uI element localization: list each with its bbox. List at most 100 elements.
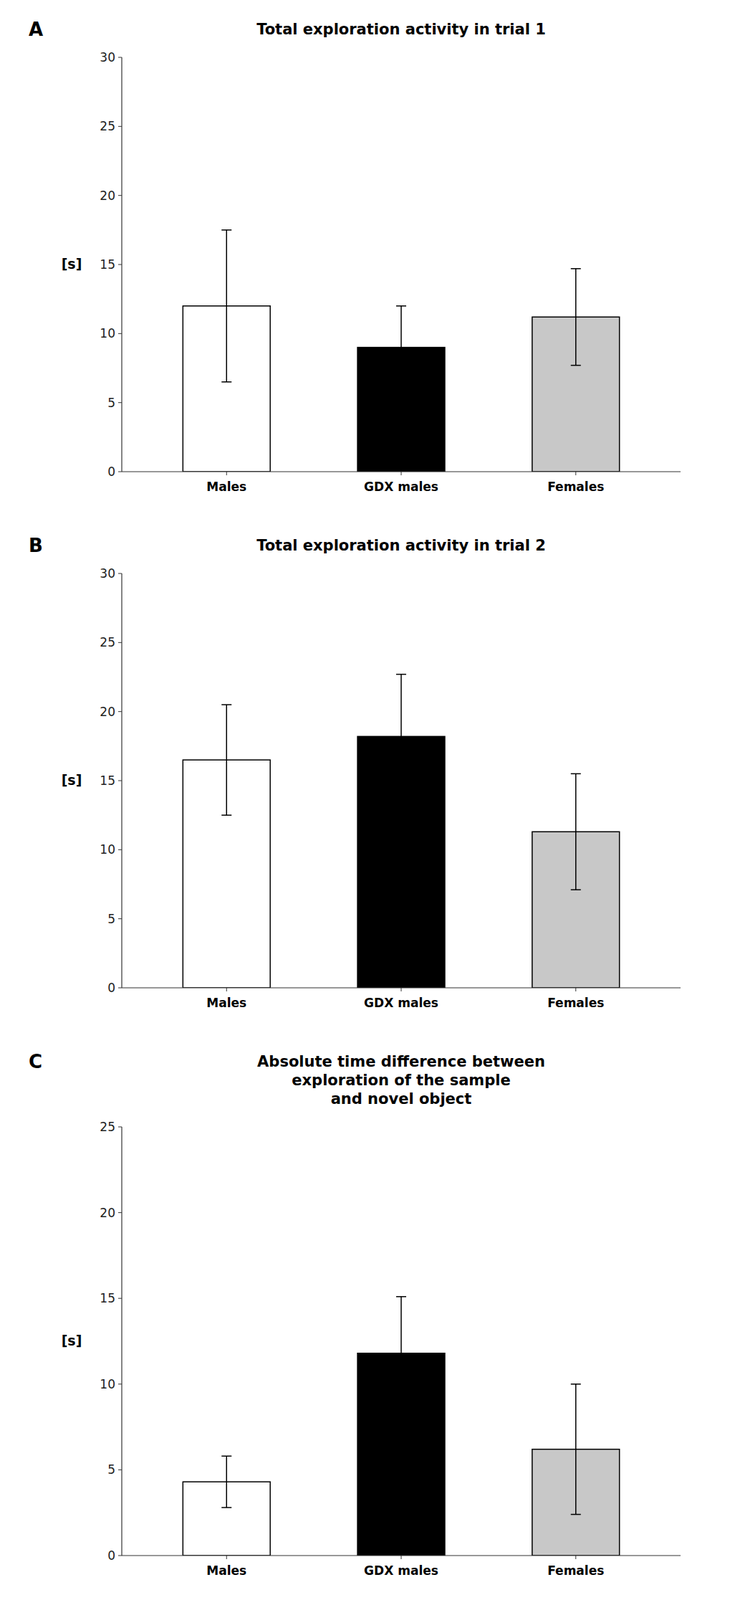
y-axis-label: [s]	[61, 1331, 83, 1348]
y-tick-label: 25	[99, 634, 116, 650]
title-line: and novel object	[330, 1089, 473, 1107]
x-tick-label: Females	[547, 995, 604, 1010]
y-tick-label: 25	[99, 1118, 116, 1134]
marks	[182, 1295, 619, 1555]
y-axis-line	[121, 1126, 122, 1555]
title: Total exploration activity in trial 1	[256, 20, 546, 38]
panel: C Absolute time difference betweenexplora…	[28, 1050, 681, 1577]
title-line: Total exploration activity in trial 2	[256, 536, 546, 554]
y-tick	[118, 1297, 122, 1299]
y-tick	[118, 471, 122, 473]
panel: ATotal exploration activity in trial 105…	[28, 18, 681, 494]
x-tick-label: Males	[206, 995, 247, 1010]
x-tick	[575, 987, 576, 991]
x-tick	[401, 471, 402, 475]
y-tick	[118, 780, 122, 781]
y-tick	[118, 1211, 122, 1213]
y-tick-label: 30	[99, 565, 116, 581]
x-tick-label: Females	[547, 1562, 604, 1577]
error-cap	[396, 797, 407, 799]
y-tick	[118, 126, 122, 127]
y-tick	[118, 573, 122, 574]
panel: B Total exploration activity in trial 2 0 5…	[28, 534, 681, 1010]
y-tick-label: 15	[99, 257, 116, 272]
x-tick-label: GDX males	[363, 1562, 439, 1577]
y-tick-label: 20	[99, 704, 116, 719]
x-tick	[226, 987, 228, 991]
y-tick	[118, 917, 122, 919]
x-tick	[575, 1554, 576, 1559]
error-cap	[221, 703, 232, 705]
y-tick	[118, 333, 122, 334]
y-tick	[118, 1468, 122, 1470]
y-tick-label: 10	[99, 325, 116, 341]
error-bar	[570, 268, 581, 366]
panel-label: C	[28, 1050, 43, 1072]
error-line	[400, 305, 402, 389]
y-tick	[118, 1554, 122, 1556]
x-tick-label: GDX males	[363, 479, 439, 494]
y-tick-label: 0	[107, 980, 116, 995]
y-tick	[118, 1126, 122, 1127]
error-line	[575, 1383, 577, 1514]
y-tick-label: 10	[99, 841, 116, 857]
y-tick-label: 5	[107, 911, 116, 926]
y-tick-label: 10	[99, 1376, 116, 1391]
x-tick-label: Males	[206, 479, 247, 494]
y-tick-label: 15	[99, 1290, 116, 1305]
error-bar	[396, 674, 407, 799]
y-tick-label: 0	[107, 1547, 116, 1562]
y-tick	[118, 987, 122, 988]
y-tick-label: 15	[99, 772, 116, 788]
marks	[182, 674, 619, 988]
error-bar	[221, 1454, 232, 1507]
error-cap	[221, 229, 232, 231]
panel-label: B	[28, 534, 43, 556]
error-line	[226, 1454, 228, 1507]
y-axis-label: [s]	[61, 255, 83, 272]
y-tick-label: 20	[99, 1204, 116, 1220]
error-bar	[570, 1383, 581, 1514]
error-line	[575, 268, 577, 366]
marks	[182, 229, 619, 472]
y-tick	[118, 710, 122, 712]
x-tick	[575, 471, 576, 475]
error-cap	[396, 1295, 407, 1297]
y-tick	[118, 401, 122, 403]
title-line: Total exploration activity in trial 1	[256, 20, 546, 38]
error-cap	[570, 888, 581, 890]
x-tick	[401, 1554, 402, 1559]
title-line: Absolute time difference between	[257, 1052, 546, 1070]
y-tick-label: 25	[99, 118, 116, 134]
error-line	[575, 772, 577, 890]
y-axis-label: [s]	[61, 771, 83, 788]
error-cap	[570, 364, 581, 367]
error-cap	[570, 772, 581, 775]
y-tick-label: 20	[99, 188, 116, 203]
x-tick	[401, 987, 402, 991]
error-cap	[570, 1382, 581, 1385]
error-line	[400, 1295, 402, 1410]
error-cap	[570, 1513, 581, 1515]
y-tick-label: 30	[99, 50, 116, 65]
error-cap	[221, 381, 232, 383]
error-cap	[221, 1454, 232, 1457]
error-cap	[221, 1505, 232, 1508]
error-cap	[396, 673, 407, 675]
error-bar	[221, 229, 232, 382]
x-tick-label: Females	[547, 479, 604, 494]
x-tick	[226, 1554, 228, 1559]
x-tick-label: Males	[206, 1562, 247, 1577]
error-cap	[396, 305, 407, 307]
error-cap	[396, 388, 407, 390]
error-bar	[396, 305, 407, 389]
error-line	[400, 674, 402, 799]
panel-label: A	[28, 18, 43, 41]
error-line	[226, 704, 228, 815]
title: Absolute time difference betweenexplorat…	[257, 1052, 546, 1107]
y-tick	[118, 1382, 122, 1384]
error-cap	[570, 267, 581, 270]
x-tick	[226, 471, 228, 475]
y-tick	[118, 194, 122, 196]
y-tick	[118, 264, 122, 266]
